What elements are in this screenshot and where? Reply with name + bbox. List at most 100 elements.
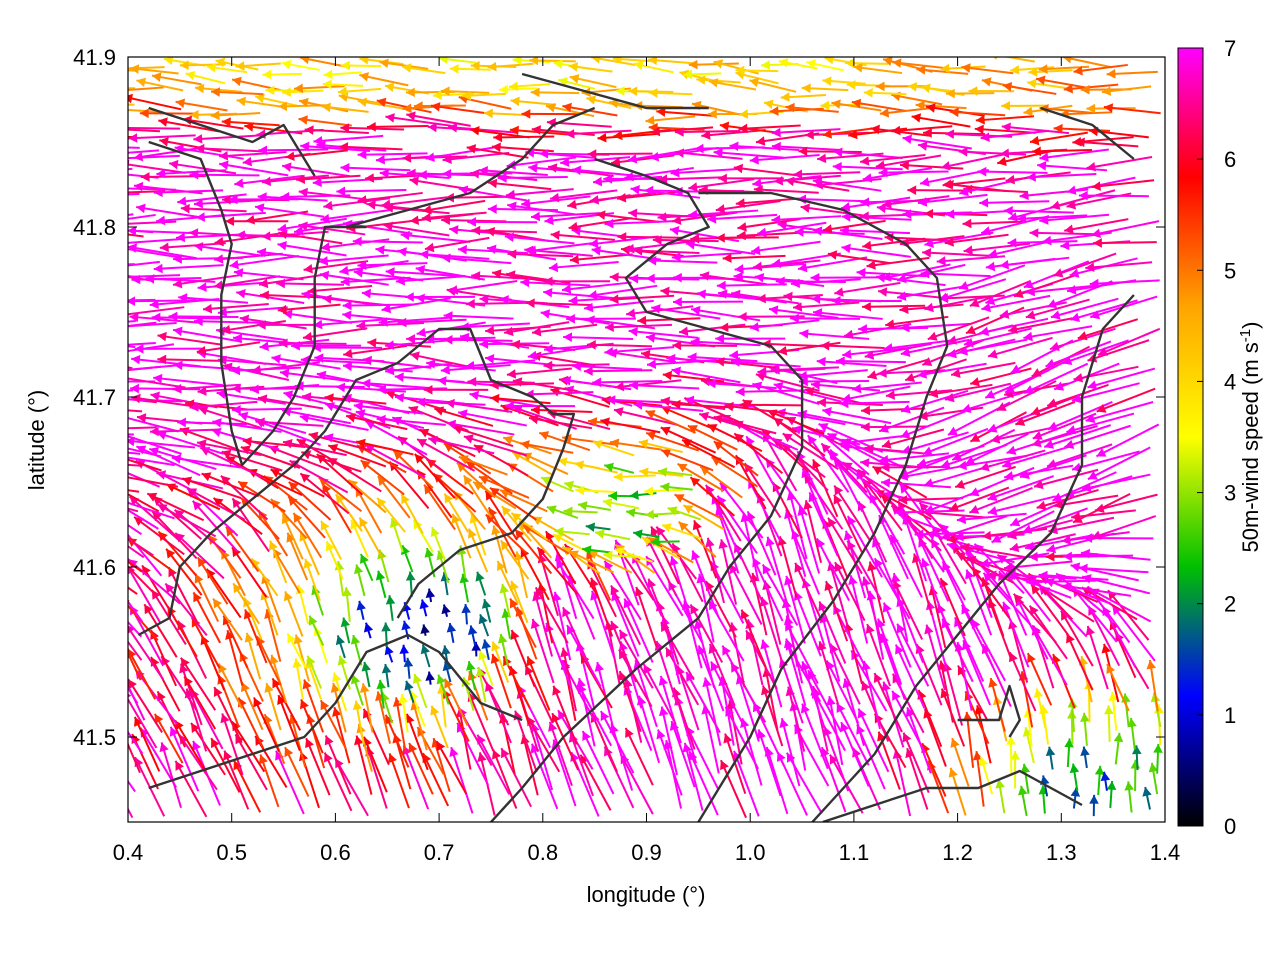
wind-vector-head (927, 331, 938, 341)
wind-vector-head (679, 326, 689, 337)
wind-vector-head (1020, 469, 1030, 480)
wind-vector-head (1013, 593, 1024, 604)
wind-vector-shaft (128, 417, 179, 433)
wind-vector-head (184, 676, 193, 687)
wind-vector-head (362, 708, 372, 719)
wind-vector-head (755, 136, 766, 146)
wind-vector-head (153, 373, 163, 384)
wind-vector-shaft (841, 246, 911, 258)
wind-vector-head (958, 147, 968, 157)
wind-vector-head (647, 578, 657, 589)
wind-vector-head (987, 506, 998, 516)
wind-vector-shaft (592, 380, 663, 384)
wind-vector-shaft (128, 149, 160, 154)
wind-vector-head (987, 491, 998, 501)
wind-vector-shaft (497, 175, 568, 180)
wind-vector-shaft (345, 414, 408, 431)
wind-vector-head (697, 645, 707, 656)
wind-vector-head (359, 57, 369, 65)
wind-vector-head (1064, 224, 1074, 234)
x-tick-label: 0.5 (216, 840, 247, 865)
wind-vector-head (192, 500, 203, 511)
wind-vector-head (1106, 69, 1116, 79)
wind-vector-shaft (284, 746, 310, 797)
wind-vector-head (128, 373, 129, 379)
wind-vector-head (1066, 185, 1077, 195)
wind-vector-shaft (736, 231, 801, 237)
wind-vector-head (831, 99, 841, 109)
wind-vector-head (882, 602, 892, 613)
wind-vector-head (702, 677, 712, 688)
wind-vector-shaft (942, 177, 1006, 187)
wind-vector-head (905, 372, 916, 382)
wind-vector-head (777, 345, 788, 356)
wind-vector-head (489, 487, 500, 497)
wind-vector-shaft (509, 598, 537, 649)
wind-vector-head (822, 407, 832, 417)
wind-vector-shaft (671, 251, 742, 259)
wind-vector-shaft (987, 336, 1053, 358)
wind-vector-shaft (656, 110, 715, 117)
wind-vector-shaft (510, 342, 576, 351)
wind-vector-shaft (183, 676, 217, 730)
wind-vector-head (408, 406, 419, 415)
wind-vector-head (981, 644, 991, 655)
wind-vector-head (914, 529, 924, 540)
wind-vector-shaft (1073, 365, 1139, 381)
wind-vector-shaft (217, 306, 288, 314)
wind-vector-head (629, 380, 639, 391)
wind-vector-head (800, 661, 810, 672)
wind-vector-head (467, 217, 476, 227)
wind-vector-head (106, 451, 115, 460)
wind-vector-head (561, 284, 572, 294)
wind-vector-head (520, 440, 530, 450)
wind-vector-head (277, 695, 287, 706)
wind-vector-head (629, 490, 639, 500)
wind-vector-head (221, 194, 231, 205)
wind-vector-shaft (660, 426, 717, 454)
wind-vector-head (590, 590, 600, 601)
wind-vector-head (530, 618, 540, 629)
wind-vector-head (813, 226, 823, 236)
x-axis-label: longitude (°) (587, 882, 706, 907)
wind-vector-head (466, 144, 477, 154)
wind-vector-shaft (1091, 515, 1157, 540)
wind-vector-head (928, 388, 939, 399)
wind-vector-head (527, 350, 538, 361)
wind-vector-head (585, 522, 596, 532)
wind-vector-shaft (1089, 279, 1160, 285)
wind-vector-head (192, 740, 201, 751)
wind-vector-head (441, 645, 451, 655)
wind-vector-head (988, 677, 998, 688)
boundary-central-ridge (137, 327, 576, 637)
wind-vector-shaft (151, 316, 222, 320)
wind-vector-shaft (385, 270, 456, 277)
wind-vector-head (980, 132, 990, 142)
wind-vector-head (206, 63, 217, 73)
wind-vector-head (817, 397, 827, 408)
wind-vector-shaft (136, 206, 205, 219)
wind-vector-shaft (1078, 194, 1149, 198)
wind-vector-head (609, 272, 619, 283)
wind-vector-head (965, 569, 975, 580)
wind-vector-shaft (1008, 317, 1073, 332)
wind-vector-shaft (128, 409, 143, 413)
wind-vector-shaft (128, 306, 185, 316)
wind-vector-head (688, 182, 698, 192)
wind-vector-shaft (979, 552, 1050, 566)
wind-vector-head (843, 530, 854, 541)
wind-vector-head (1101, 643, 1111, 654)
wind-vector-shaft (156, 690, 186, 748)
wind-vector-head (834, 485, 844, 496)
wind-vector-head (226, 526, 236, 537)
wind-vector-head (601, 395, 611, 406)
wind-vector-shaft (839, 400, 910, 405)
wind-vector-shaft (798, 369, 868, 378)
wind-vector-head (342, 393, 352, 404)
wind-vector-shaft (1023, 362, 1089, 395)
wind-vector-shaft (796, 450, 829, 515)
wind-vector-shaft (949, 110, 1006, 117)
wind-vector-shaft (901, 431, 969, 454)
wind-vector-head (588, 550, 599, 560)
wind-vector-shaft (278, 342, 347, 345)
